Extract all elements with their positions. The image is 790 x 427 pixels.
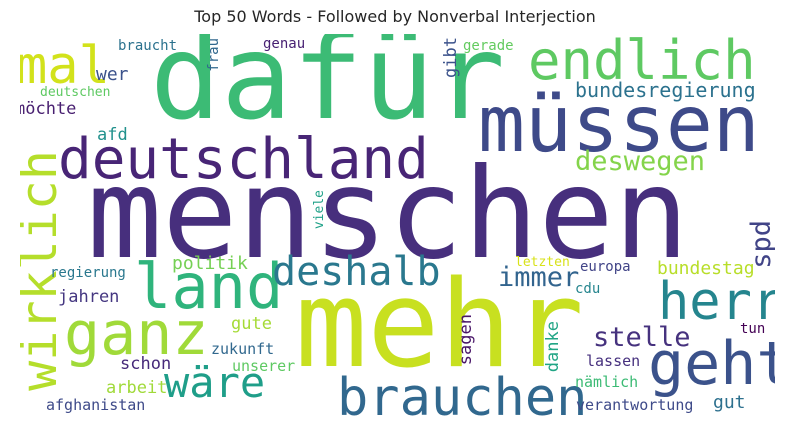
word-ganz: ganz (64, 299, 209, 369)
word-brauchen: brauchen (337, 368, 588, 420)
word-naemlich: nämlich (575, 373, 639, 391)
word-lassen: lassen (586, 352, 641, 370)
word-stelle: stelle (593, 322, 691, 353)
word-moechte: möchte (20, 99, 77, 119)
word-sagen: sagen (456, 314, 476, 366)
word-cloud: menschen dafür mehr müssen deutschland e… (20, 34, 775, 420)
word-tun: tun (740, 321, 766, 337)
word-gibt: gibt (441, 37, 461, 78)
word-unserer: unserer (232, 357, 296, 375)
word-genau: genau (263, 36, 306, 52)
word-geht: geht (648, 329, 775, 399)
word-deswegen: deswegen (575, 146, 706, 177)
word-verantwortung: verantwortung (576, 396, 694, 414)
word-muessen: müssen (478, 80, 760, 170)
word-deutschen: deutschen (40, 85, 111, 100)
word-waere: wäre (164, 358, 266, 407)
word-europa: europa (580, 259, 631, 275)
word-regierung: regierung (50, 265, 126, 281)
word-wer: wer (96, 64, 129, 85)
word-viele: viele (312, 190, 327, 230)
word-gerade: gerade (463, 38, 514, 54)
word-frau: frau (206, 38, 222, 72)
word-immer: immer (498, 262, 580, 293)
word-letzten: letzten (515, 255, 570, 270)
word-gut: gut (713, 392, 746, 413)
word-politik: politik (172, 253, 248, 274)
word-cdu: cdu (575, 281, 601, 297)
word-schon: schon (120, 354, 172, 374)
word-menschen: menschen (87, 142, 690, 287)
word-herr: herr (658, 272, 775, 332)
word-afd: afd (97, 125, 128, 145)
word-braucht: braucht (118, 38, 178, 54)
word-land: land (134, 250, 284, 323)
word-deshalb: deshalb (272, 249, 441, 295)
word-afghanistan: afghanistan (46, 396, 146, 414)
word-mal: mal (20, 36, 110, 96)
word-deutschland: deutschland (58, 127, 429, 192)
word-bundestag: bundestag (657, 258, 755, 279)
word-bundesregierung: bundesregierung (575, 78, 756, 102)
word-zukunft: zukunft (211, 340, 275, 358)
chart-title: Top 50 Words - Followed by Nonverbal Int… (194, 7, 596, 26)
word-danke: danke (543, 321, 563, 373)
word-jahren: jahren (58, 287, 120, 307)
word-dafuer: dafür (150, 34, 506, 146)
word-mehr: mehr (295, 256, 584, 395)
word-gute: gute (231, 314, 272, 334)
word-endlich: endlich (528, 34, 756, 92)
word-arbeit: arbeit (106, 378, 168, 398)
